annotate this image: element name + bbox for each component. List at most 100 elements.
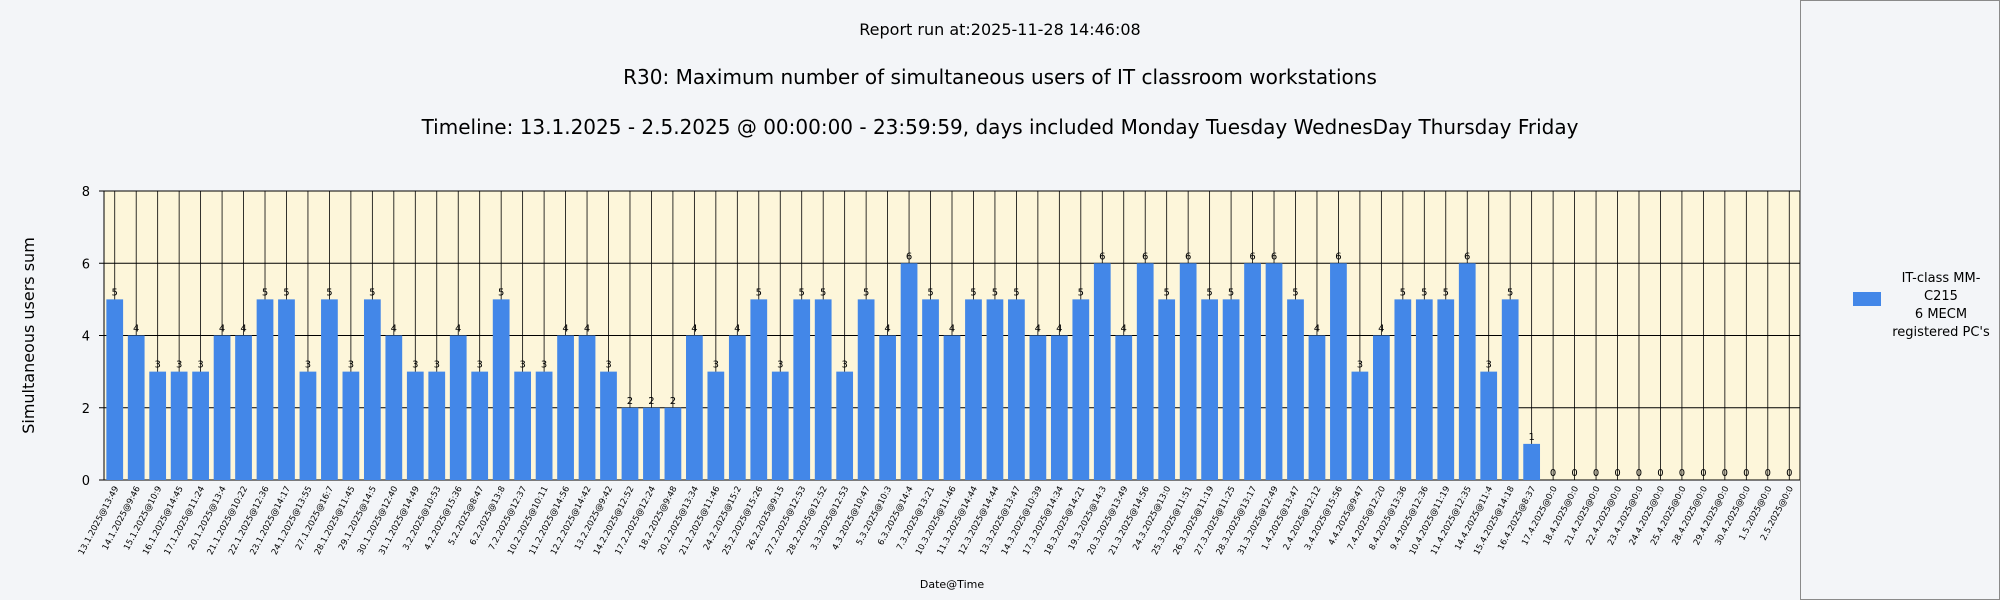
data-label: 3 [1357,360,1363,371]
data-label: 5 [1507,287,1513,298]
bar [449,335,467,480]
data-label: 6 [906,251,912,262]
data-label: 3 [841,360,847,371]
chart-subtitle: Timeline: 13.1.2025 - 2.5.2025 @ 00:00:0… [421,115,1579,139]
data-label: 3 [777,360,783,371]
bar [857,299,875,480]
bar [1501,299,1519,480]
bar [1351,371,1369,480]
bar [922,299,939,480]
bar [707,371,725,480]
data-label: 4 [240,324,246,335]
y-tick-label: 0 [82,474,90,489]
data-label: 0 [1700,468,1706,479]
data-label: 5 [112,287,118,298]
data-label: 2 [648,396,654,407]
data-label: 4 [562,324,568,335]
data-label: 5 [369,287,375,298]
legend-swatch [1853,292,1881,306]
y-axis-label: Simultaneous users sum [19,237,38,434]
data-label: 0 [1571,468,1577,479]
data-label: 3 [541,360,547,371]
data-label: 4 [219,324,225,335]
bar [1480,371,1498,480]
bar [965,299,982,480]
data-label: 4 [691,324,697,335]
data-label: 4 [133,324,139,335]
bar [1437,299,1455,480]
data-label: 4 [455,324,461,335]
bar [728,335,746,480]
bar [278,299,295,480]
bar [1158,299,1176,480]
data-label: 3 [154,360,160,371]
bar [1008,299,1025,480]
x-axis-ticks: 13.1.2025@13:4914.1.2025@9:4615.1.2025@1… [77,485,1796,557]
bar [1222,299,1240,480]
bar [192,371,209,480]
data-label: 3 [519,360,525,371]
data-label: 3 [713,360,719,371]
x-axis-label: Date@Time [920,578,984,591]
data-label: 5 [1228,287,1234,298]
data-label: 5 [820,287,826,298]
y-tick-label: 6 [82,257,90,272]
data-label: 6 [1271,251,1277,262]
bar [127,335,145,480]
bar [771,371,789,480]
chart: Report run at:2025-11-28 14:46:08 R30: M… [19,20,1800,591]
data-label: 0 [1550,468,1556,479]
data-label: 3 [176,360,182,371]
data-label: 4 [949,324,955,335]
data-label: 3 [434,360,440,371]
bar [793,299,811,480]
data-label: 5 [799,287,805,298]
data-label: 0 [1743,468,1749,479]
data-labels: 5 4 3 3 3 4 4 5 5 3 5 3 5 4 3 3 4 3 5 3 3 4 4 3 2 2 2 4 3 4 5 3 5 5 3 5 4 6 5 4… [112,251,1793,479]
data-label: 5 [1078,287,1084,298]
data-label: 4 [1314,324,1320,335]
data-label: 3 [477,360,483,371]
data-label: 4 [584,324,590,335]
data-label: 5 [1206,287,1212,298]
data-label: 5 [1292,287,1298,298]
bar [814,299,832,480]
bar [836,371,854,480]
bar [1201,299,1218,480]
bar [1265,263,1283,480]
bar [1115,335,1133,480]
bar [1244,263,1261,480]
chart-title: R30: Maximum number of simultaneous user… [623,65,1377,89]
bar [363,299,381,480]
bar [986,299,1004,480]
data-label: 6 [1142,251,1148,262]
bar [149,371,167,480]
legend-label: IT-class MM-C215 6 MECM registered PC's [1892,271,1990,340]
bar [879,335,896,480]
data-label: 0 [1657,468,1663,479]
bar [235,335,252,480]
bar [342,371,360,480]
bar [578,335,596,480]
bars [106,263,1541,480]
bar [900,263,918,480]
data-label: 5 [863,287,869,298]
data-label: 1 [1528,432,1534,443]
data-label: 0 [1722,468,1728,479]
data-label: 5 [1013,287,1019,298]
bar [428,371,446,480]
data-label: 4 [1056,324,1062,335]
bar [1372,335,1390,480]
data-label: 0 [1765,468,1771,479]
data-label: 4 [1121,324,1127,335]
bar [1394,299,1412,480]
bar [514,371,532,480]
data-label: 6 [1464,251,1470,262]
data-label: 5 [1400,287,1406,298]
data-label: 5 [283,287,289,298]
data-label: 5 [1163,287,1169,298]
data-label: 3 [1486,360,1492,371]
bar [1415,299,1433,480]
data-label: 5 [1421,287,1427,298]
data-label: 5 [326,287,332,298]
